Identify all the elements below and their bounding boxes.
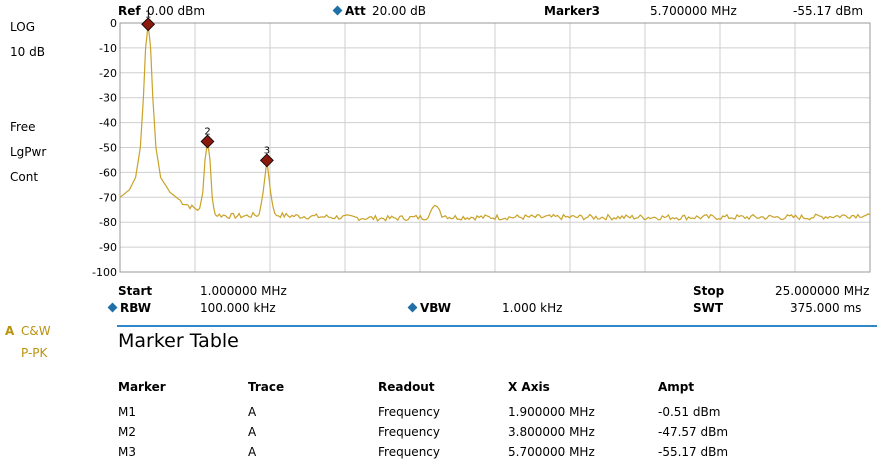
table-cell-readout: Frequency <box>378 445 440 459</box>
column-header-marker: Marker <box>118 380 166 394</box>
table-cell-marker[interactable]: M2 <box>118 425 136 439</box>
y-tick-label: -50 <box>99 142 117 155</box>
table-cell-trace: A <box>248 405 257 419</box>
y-tick-label: -40 <box>99 117 117 130</box>
trace-detector-label: P-PK <box>21 346 48 360</box>
trace-a-line <box>119 24 871 222</box>
y-tick-label: -30 <box>99 92 117 105</box>
scale-division-label: 10 dB <box>10 45 45 59</box>
y-tick-label: -20 <box>99 67 117 80</box>
trace-mode-label: C&W <box>21 324 51 338</box>
ref-value[interactable]: 0.00 dBm <box>147 4 206 18</box>
att-setting[interactable]: Att <box>332 4 366 18</box>
table-cell-marker[interactable]: M3 <box>118 445 136 459</box>
scale-mode-label: LOG <box>10 20 36 34</box>
active-marker-amplitude: -55.17 dBm <box>793 4 864 18</box>
column-header-readout: Readout <box>378 380 435 394</box>
spectrum-plot[interactable]: 0 -10 -20 -30 -40 -50 -60 -70 -80 -90 -100 1 2 3 <box>0 0 877 290</box>
y-tick-label: 0 <box>110 17 117 30</box>
active-marker-label: Marker3 <box>544 4 601 18</box>
graticule-grid <box>119 22 871 273</box>
vbw-value[interactable]: 1.000 kHz <box>502 301 563 315</box>
stop-frequency[interactable]: 25.000000 MHz <box>775 284 870 298</box>
table-cell-x-axis: 5.700000 MHz <box>508 445 595 459</box>
marker-number-label: 2 <box>204 126 210 137</box>
rbw-label: RBW <box>120 301 151 315</box>
marker-diamond <box>200 134 215 149</box>
y-tick-label: -100 <box>92 266 117 279</box>
att-value[interactable]: 20.00 dB <box>372 4 427 18</box>
detector-label: LgPwr <box>10 145 47 159</box>
diamond-icon <box>407 302 418 313</box>
active-marker-frequency: 5.700000 MHz <box>650 4 737 18</box>
table-cell-x-axis: 3.800000 MHz <box>508 425 595 439</box>
att-label: Att <box>345 4 366 18</box>
table-cell-trace: A <box>248 445 257 459</box>
stop-label: Stop <box>693 284 725 298</box>
swt-label: SWT <box>693 301 724 315</box>
table-cell-readout: Frequency <box>378 405 440 419</box>
section-divider <box>117 325 877 327</box>
diamond-icon <box>107 302 118 313</box>
rbw-setting[interactable]: RBW <box>107 301 151 315</box>
table-cell-ampt: -47.57 dBm <box>658 425 729 439</box>
swt-value[interactable]: 375.000 ms <box>790 301 862 315</box>
y-tick-label: -70 <box>99 191 117 204</box>
ref-label: Ref <box>118 4 141 18</box>
table-cell-ampt: -0.51 dBm <box>658 405 721 419</box>
start-frequency[interactable]: 1.000000 MHz <box>200 284 287 298</box>
vbw-label: VBW <box>420 301 452 315</box>
y-tick-label: -90 <box>99 241 117 254</box>
marker-group: 1 2 3 <box>141 9 274 168</box>
marker-diamond <box>259 153 274 168</box>
table-cell-x-axis: 1.900000 MHz <box>508 405 595 419</box>
y-axis-tick-labels: 0 -10 -20 -30 -40 -50 -60 -70 -80 -90 -100 <box>92 17 117 279</box>
table-cell-marker[interactable]: M1 <box>118 405 136 419</box>
y-tick-label: -60 <box>99 166 117 179</box>
marker-diamond <box>141 17 156 32</box>
table-cell-trace: A <box>248 425 257 439</box>
vbw-setting[interactable]: VBW <box>407 301 452 315</box>
trace-letter: A <box>5 324 15 338</box>
y-tick-label: -80 <box>99 216 117 229</box>
rbw-value[interactable]: 100.000 kHz <box>200 301 276 315</box>
marker-number-label: 3 <box>264 145 270 156</box>
marker-number-label: 1 <box>145 9 151 20</box>
column-header-x-axis: X Axis <box>508 380 550 394</box>
table-cell-readout: Frequency <box>378 425 440 439</box>
sweep-mode-label: Cont <box>10 170 39 184</box>
column-header-ampt: Ampt <box>658 380 695 394</box>
table-cell-ampt: -55.17 dBm <box>658 445 729 459</box>
trigger-label: Free <box>10 120 36 134</box>
y-tick-label: -10 <box>99 42 117 55</box>
column-header-trace: Trace <box>248 380 285 394</box>
marker-table-title: Marker Table <box>118 330 239 352</box>
start-label: Start <box>118 284 153 298</box>
